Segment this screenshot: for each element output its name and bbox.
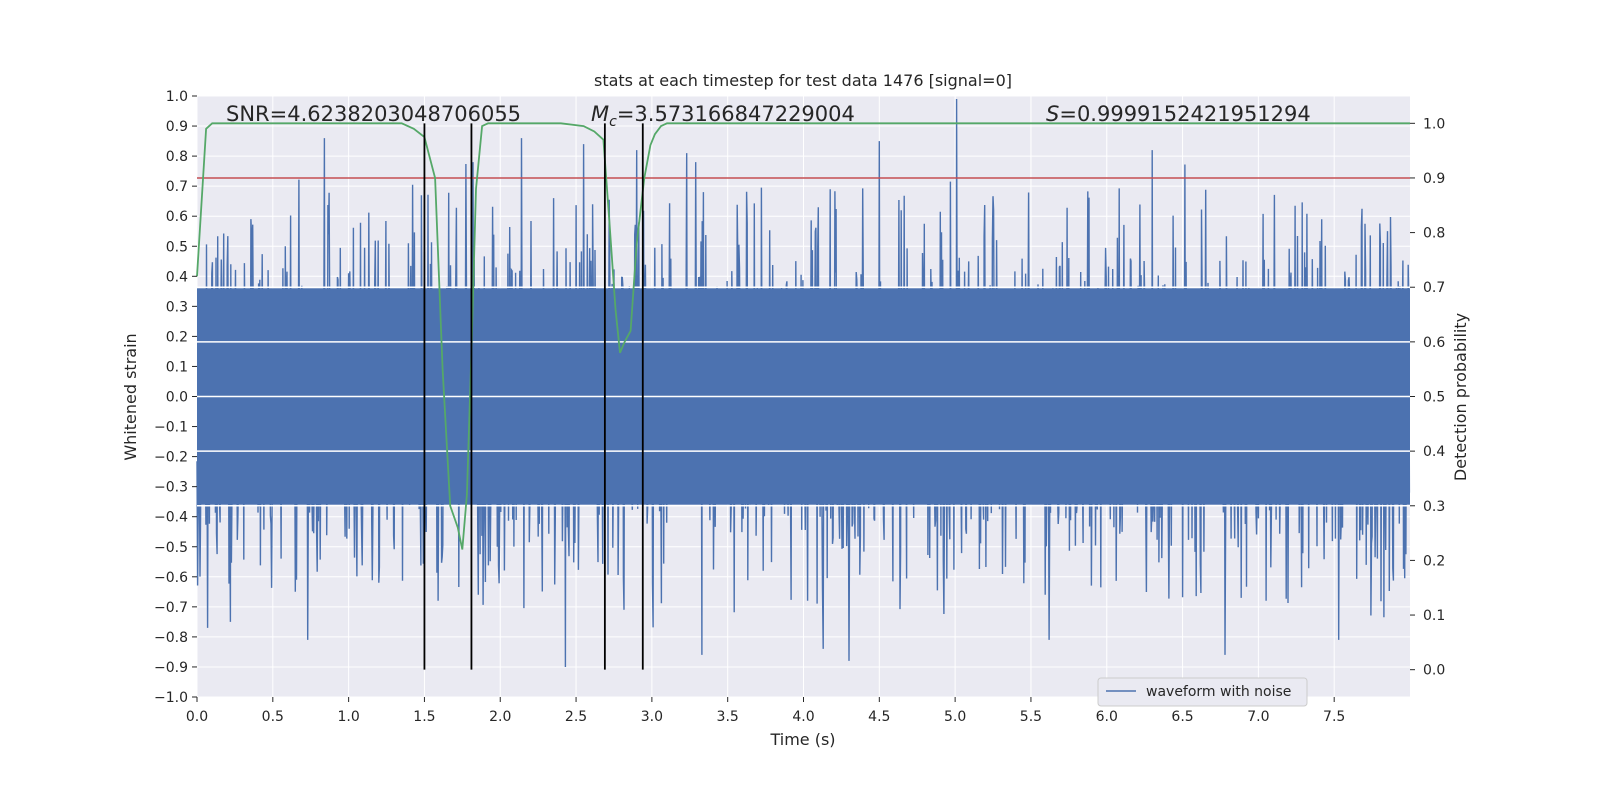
legend: waveform with noise — [1097, 677, 1308, 707]
y-right-tick-label: 0.6 — [1423, 335, 1445, 351]
y-tick-label: 0.2 — [166, 329, 188, 345]
x-tick-label: 3.5 — [717, 709, 739, 725]
mc-subscript: c — [609, 114, 617, 130]
y-tick-label: −0.8 — [154, 630, 188, 646]
x-tick-label: 5.5 — [1020, 709, 1042, 725]
y-tick-label: 0.1 — [166, 359, 188, 375]
s-symbol: S — [1046, 102, 1059, 126]
y-right-axis-title: Detection probability — [1451, 313, 1470, 481]
s-value: =0.9999152421951294 — [1059, 102, 1310, 126]
y-tick-label: −0.5 — [154, 540, 188, 556]
y-right-tick-label: 0.1 — [1423, 608, 1445, 624]
vertical-markers — [423, 123, 644, 670]
y-right-axis-ticks: 0.0 0.1 0.2 0.3 0.4 0.5 0.6 0.7 0.8 0.9 1.0 — [1410, 116, 1445, 679]
y-right-tick-label: 0.8 — [1423, 226, 1445, 242]
y-tick-label: 0.5 — [166, 239, 188, 255]
x-tick-label: 2.5 — [565, 709, 587, 725]
y-tick-label: −0.9 — [154, 660, 188, 676]
y-tick-label: −0.2 — [154, 450, 188, 466]
y-tick-label: 0.6 — [166, 209, 188, 225]
y-tick-label: −0.7 — [154, 600, 188, 616]
y-right-tick-label: 1.0 — [1423, 116, 1445, 132]
s-annotation: S=0.9999152421951294 — [1046, 102, 1311, 126]
y-tick-label: −0.4 — [154, 510, 188, 526]
y-tick-label: 0.8 — [166, 149, 188, 165]
y-right-tick-label: 0.4 — [1423, 444, 1445, 460]
legend-box — [1097, 677, 1308, 707]
chirp-mass-annotation: Mc=3.573166847229004 — [591, 102, 855, 130]
x-tick-label: 6.0 — [1096, 709, 1118, 725]
x-tick-label: 4.5 — [868, 709, 890, 725]
horizontal-white-lines — [197, 286, 1410, 507]
mc-value: =3.573166847229004 — [617, 102, 855, 126]
y-right-tick-label: 0.5 — [1423, 390, 1445, 406]
legend-label: waveform with noise — [1146, 684, 1291, 700]
y-axis-title: Whitened strain — [121, 333, 140, 460]
x-tick-label: 1.5 — [413, 709, 435, 725]
y-right-tick-label: 0.0 — [1423, 663, 1445, 679]
y-tick-label: −0.3 — [154, 480, 188, 496]
y-tick-label: 0.0 — [166, 390, 188, 406]
y-tick-label: −0.1 — [154, 420, 188, 436]
detection-probability-series — [196, 122, 1410, 550]
y-tick-label: 0.7 — [166, 179, 188, 195]
x-tick-label: 7.5 — [1323, 709, 1345, 725]
y-tick-label: −0.6 — [154, 570, 188, 586]
y-right-tick-label: 0.2 — [1423, 553, 1445, 569]
y-tick-label: 0.3 — [166, 299, 188, 315]
x-tick-label: 7.0 — [1247, 709, 1269, 725]
x-tick-label: 5.0 — [944, 709, 966, 725]
x-tick-label: 4.0 — [792, 709, 814, 725]
x-tick-label: 1.0 — [337, 709, 359, 725]
x-axis-title: Time (s) — [769, 730, 835, 749]
detection-probability-line — [196, 122, 1410, 550]
x-tick-label: 2.0 — [489, 709, 511, 725]
y-axis-ticks: −1.0 −0.9 −0.8 −0.7 −0.6 −0.5 −0.4 −0.3 −0.2 −0.1… — [154, 89, 197, 706]
y-right-tick-label: 0.9 — [1423, 171, 1445, 187]
x-tick-label: 3.0 — [641, 709, 663, 725]
mc-symbol: M — [591, 102, 609, 126]
x-tick-label: 6.5 — [1171, 709, 1193, 725]
chart-title: stats at each timestep for test data 147… — [594, 71, 1012, 90]
y-right-tick-label: 0.3 — [1423, 499, 1445, 515]
x-axis-ticks: 0.0 0.5 1.0 1.5 2.0 2.5 3.0 3.5 4.0 4.5 5.0 5.5 6.0 6… — [186, 697, 1345, 725]
y-tick-label: 0.4 — [166, 269, 188, 285]
snr-annotation: SNR=4.6238203048706055 — [226, 102, 521, 126]
x-tick-label: 0.5 — [262, 709, 284, 725]
y-tick-label: 1.0 — [166, 89, 188, 105]
x-tick-label: 0.0 — [186, 709, 208, 725]
y-tick-label: 0.9 — [166, 119, 188, 135]
y-tick-label: −1.0 — [154, 690, 188, 706]
y-right-tick-label: 0.7 — [1423, 280, 1445, 296]
